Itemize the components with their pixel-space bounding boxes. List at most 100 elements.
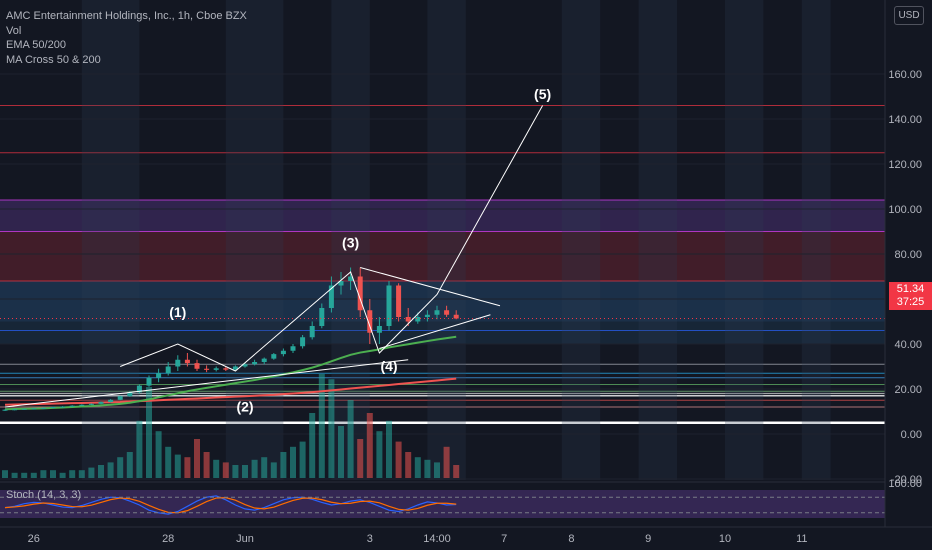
volume-bar [357, 439, 364, 478]
volume-bar [203, 452, 210, 478]
candle-body [108, 399, 114, 403]
volume-bar [318, 374, 325, 478]
wave-label: (4) [380, 358, 397, 374]
candle-body [290, 346, 296, 351]
x-tick-label: 3 [367, 533, 373, 545]
zone-band [0, 321, 885, 344]
y-tick-label: 120.00 [888, 159, 922, 171]
last-price: 51.34 [896, 283, 925, 295]
candle-body [12, 409, 18, 411]
volume-bar [414, 457, 421, 478]
candle-body [348, 276, 354, 281]
session-shade [225, 0, 284, 480]
candle-body [309, 326, 315, 338]
stoch-k-line [4, 495, 457, 515]
x-tick-label: 9 [645, 533, 651, 545]
ema-50-line [4, 335, 457, 411]
y-tick-label: 140.00 [888, 114, 922, 126]
zone-band [0, 281, 885, 322]
wave-label: (3) [342, 234, 359, 250]
candle-body [328, 285, 334, 308]
volume-bar [50, 470, 56, 478]
triangle-lower-line [379, 314, 491, 349]
volume-bar [126, 452, 133, 478]
currency-button[interactable]: USD [894, 6, 924, 25]
candle-body [367, 310, 373, 333]
time-axis [0, 527, 932, 550]
volume-bar [232, 465, 239, 478]
session-shade [725, 0, 764, 480]
legend-ma-cross[interactable]: MA Cross 50 & 200 [6, 53, 101, 66]
x-tick-label: 28 [162, 533, 174, 545]
volume-bar [280, 452, 287, 478]
session-shade [638, 0, 677, 480]
legend-vol[interactable]: Vol [6, 24, 22, 37]
symbol-title[interactable]: AMC Entertainment Holdings, Inc., 1h, Cb… [6, 10, 247, 22]
candle-body [300, 337, 306, 347]
volume-bar [366, 413, 373, 478]
candle-body [252, 362, 258, 365]
volume-bar [270, 462, 277, 478]
wave-label: (2) [236, 399, 253, 415]
candle-body [405, 317, 411, 322]
volume-bar [213, 459, 220, 478]
candle-body [127, 392, 133, 397]
stoch-label[interactable]: Stoch (14, 3, 3) [6, 489, 82, 501]
legend-ema[interactable]: EMA 50/200 [6, 39, 66, 51]
bar-countdown: 37:25 [896, 296, 925, 308]
volume-bar [222, 462, 229, 478]
candle-body [319, 308, 325, 326]
volume-bar [424, 459, 431, 478]
volume-bar [443, 446, 450, 478]
candle-body [396, 285, 402, 317]
volume-bar [251, 459, 258, 478]
volume-bar [376, 431, 383, 478]
y-tick-label: 40.00 [894, 339, 922, 351]
volume-bar [155, 431, 162, 478]
volume-bar [328, 379, 335, 478]
stoch-d-line [4, 497, 457, 514]
volume-bar [88, 467, 95, 478]
volume-bar [347, 400, 354, 478]
candle-body [175, 359, 181, 367]
volume-bar [405, 452, 412, 478]
volume-bar [165, 446, 172, 478]
candle-body [146, 377, 152, 386]
candle-body [88, 403, 94, 405]
volume-bar [309, 413, 316, 478]
candle-body [165, 366, 171, 374]
y-tick-label: 100.00 [888, 204, 922, 216]
y-tick-label: -20.00 [891, 474, 922, 486]
candle-body [136, 385, 142, 393]
volume-bar [242, 465, 248, 478]
triangle-upper-line [360, 267, 501, 307]
volume-bar [78, 470, 85, 478]
candle-body [444, 310, 450, 315]
candle-body [79, 404, 85, 406]
candle-body [338, 281, 344, 286]
ema-200-line [4, 377, 457, 406]
candle-body [117, 396, 123, 400]
candle-body [194, 363, 200, 369]
candle-body [213, 368, 219, 370]
candle-body [2, 409, 8, 411]
volume-bar [98, 465, 104, 478]
candle-body [453, 314, 459, 319]
volume-bar [11, 472, 18, 478]
volume-bar [453, 465, 460, 478]
zone-band [0, 231, 885, 281]
volume-bar [21, 472, 28, 478]
wave-label: (5) [534, 86, 551, 102]
candle-body [204, 368, 210, 370]
volume-bar [117, 457, 124, 478]
session-shade [427, 0, 466, 480]
volume-bar [395, 441, 402, 478]
candle-body [261, 358, 267, 362]
candle-body [223, 368, 229, 370]
volume-bar [146, 387, 152, 478]
candle-body [357, 276, 363, 311]
x-tick-label: 14:00 [423, 533, 451, 545]
candle-body [98, 402, 104, 404]
